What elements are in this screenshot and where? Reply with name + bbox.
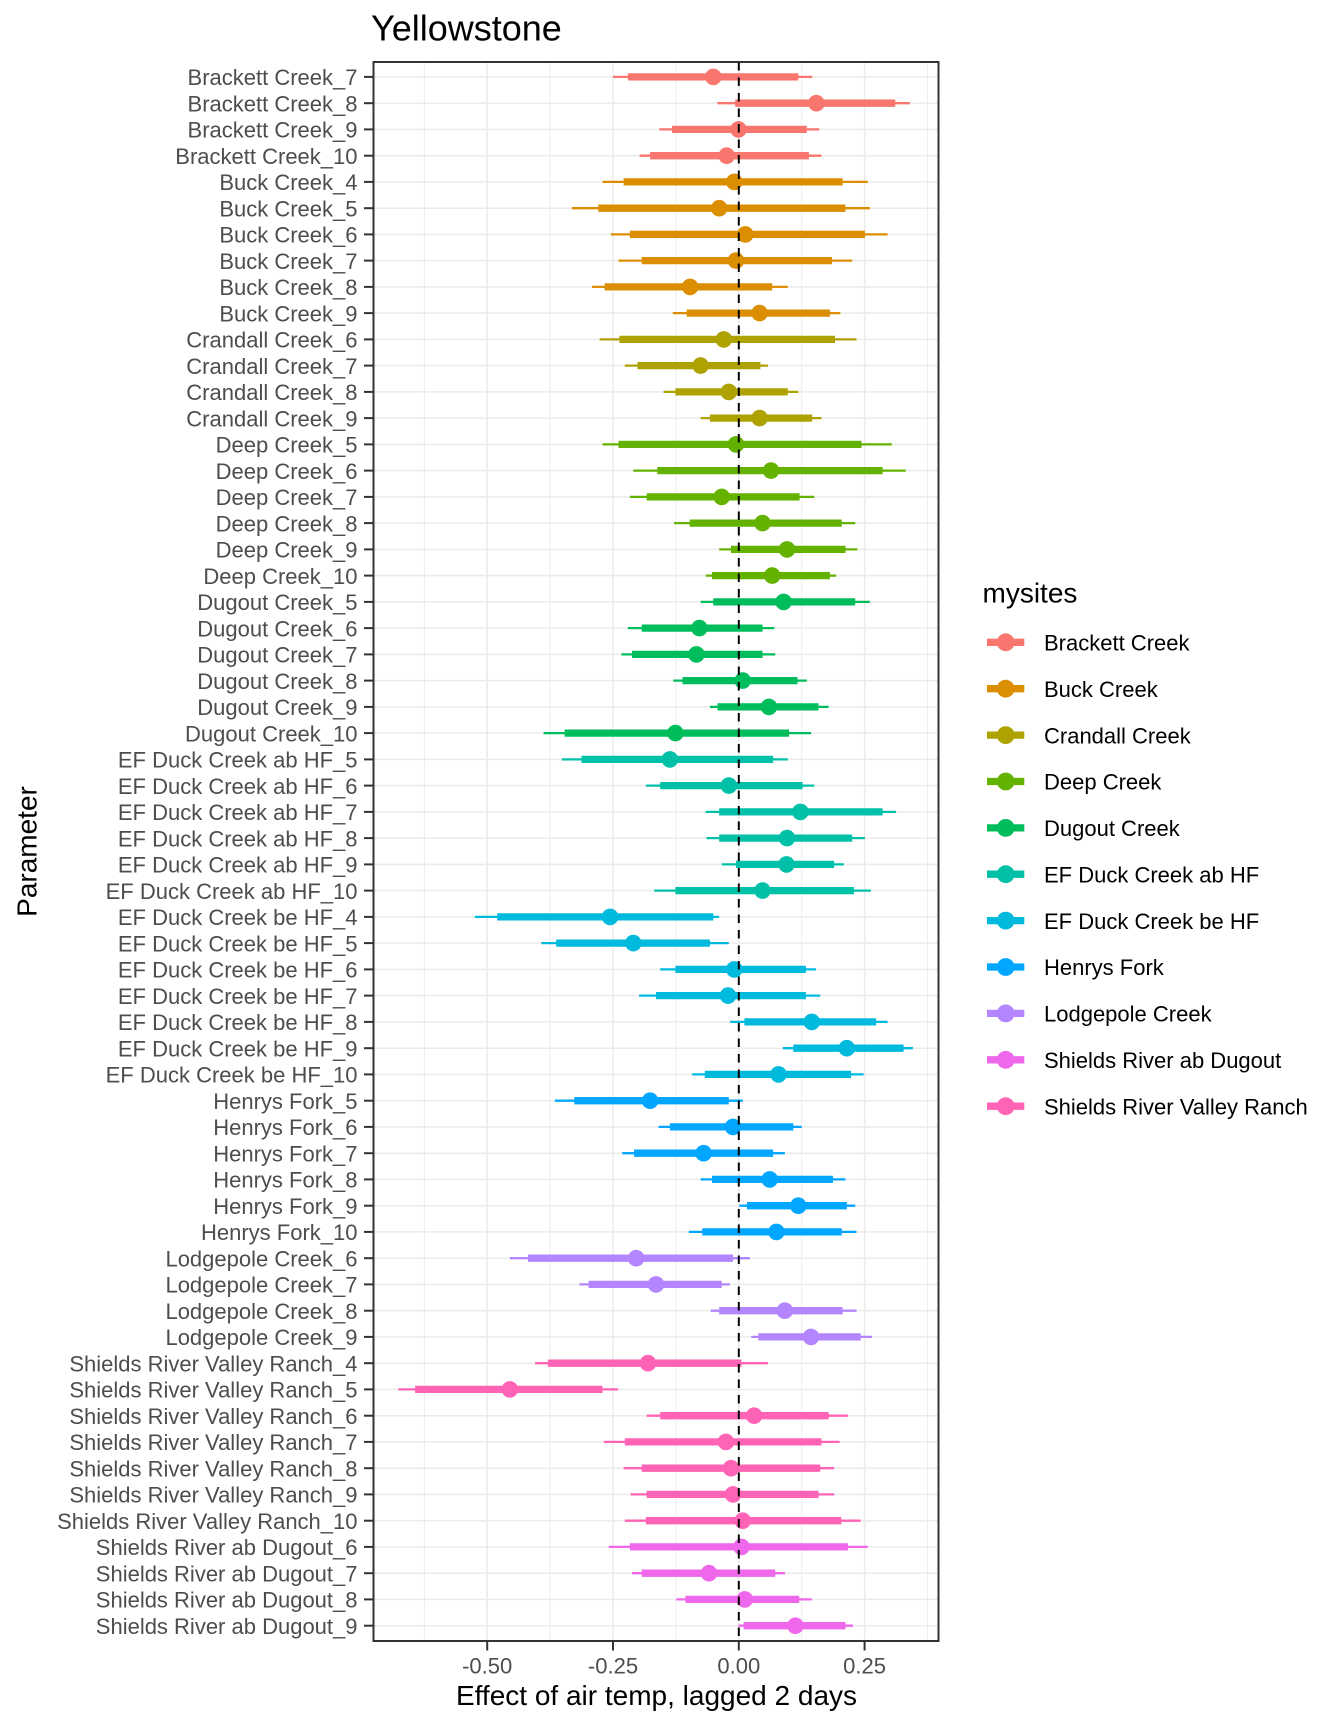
svg-text:Dugout Creek_10: Dugout Creek_10 <box>185 721 357 746</box>
svg-text:Crandall Creek_9: Crandall Creek_9 <box>186 406 357 431</box>
svg-text:Dugout Creek_7: Dugout Creek_7 <box>197 643 357 668</box>
svg-text:EF Duck Creek ab HF_7: EF Duck Creek ab HF_7 <box>118 800 358 825</box>
svg-text:Crandall Creek: Crandall Creek <box>1044 723 1192 748</box>
svg-text:Brackett Creek_8: Brackett Creek_8 <box>188 91 358 116</box>
svg-text:EF Duck Creek ab HF: EF Duck Creek ab HF <box>1044 863 1259 888</box>
svg-text:EF Duck Creek be HF_9: EF Duck Creek be HF_9 <box>118 1036 358 1061</box>
svg-text:0.25: 0.25 <box>843 1654 886 1679</box>
svg-text:Henrys Fork_9: Henrys Fork_9 <box>213 1194 357 1219</box>
svg-text:Crandall Creek_8: Crandall Creek_8 <box>186 380 357 405</box>
svg-text:Buck Creek_7: Buck Creek_7 <box>219 249 357 274</box>
svg-text:EF Duck Creek be HF_10: EF Duck Creek be HF_10 <box>106 1063 358 1088</box>
svg-text:-0.50: -0.50 <box>462 1654 512 1679</box>
svg-text:EF Duck Creek be HF: EF Duck Creek be HF <box>1044 909 1259 934</box>
svg-text:Deep Creek_10: Deep Creek_10 <box>203 564 357 589</box>
svg-text:EF Duck Creek be HF_7: EF Duck Creek be HF_7 <box>118 984 358 1009</box>
svg-text:Shields River Valley Ranch: Shields River Valley Ranch <box>1044 1094 1308 1119</box>
svg-text:Shields River Valley Ranch_6: Shields River Valley Ranch_6 <box>69 1404 357 1429</box>
svg-text:Crandall Creek_7: Crandall Creek_7 <box>186 354 357 379</box>
svg-text:Shields River Valley Ranch_8: Shields River Valley Ranch_8 <box>69 1456 357 1481</box>
svg-text:Crandall Creek_6: Crandall Creek_6 <box>186 328 357 353</box>
svg-text:EF Duck Creek be HF_6: EF Duck Creek be HF_6 <box>118 958 358 983</box>
svg-text:Brackett Creek_7: Brackett Creek_7 <box>188 65 358 90</box>
svg-text:Henrys Fork_10: Henrys Fork_10 <box>201 1220 358 1245</box>
svg-text:Lodgepole Creek_9: Lodgepole Creek_9 <box>165 1325 357 1350</box>
svg-text:Buck Creek: Buck Creek <box>1044 677 1159 702</box>
svg-text:Brackett Creek_9: Brackett Creek_9 <box>188 118 358 143</box>
svg-text:EF Duck Creek be HF_4: EF Duck Creek be HF_4 <box>118 905 358 930</box>
svg-text:Deep Creek_8: Deep Creek_8 <box>216 511 358 536</box>
svg-text:Deep Creek_7: Deep Creek_7 <box>216 485 358 510</box>
svg-text:Shields River Valley Ranch_9: Shields River Valley Ranch_9 <box>69 1483 357 1508</box>
svg-text:EF Duck Creek ab HF_9: EF Duck Creek ab HF_9 <box>118 853 358 878</box>
svg-text:Lodgepole Creek_8: Lodgepole Creek_8 <box>165 1299 357 1324</box>
svg-text:Effect of air temp, lagged 2 d: Effect of air temp, lagged 2 days <box>456 1680 857 1711</box>
svg-text:0.00: 0.00 <box>717 1654 760 1679</box>
svg-text:Brackett Creek: Brackett Creek <box>1044 631 1190 656</box>
svg-text:Parameter: Parameter <box>12 786 43 917</box>
svg-text:Henrys Fork: Henrys Fork <box>1044 955 1165 980</box>
svg-text:Buck Creek_9: Buck Creek_9 <box>219 301 357 326</box>
svg-text:EF Duck Creek be HF_8: EF Duck Creek be HF_8 <box>118 1010 358 1035</box>
svg-text:Dugout Creek_5: Dugout Creek_5 <box>197 590 357 615</box>
svg-text:Lodgepole Creek_7: Lodgepole Creek_7 <box>165 1273 357 1298</box>
svg-text:Shields River Valley Ranch_10: Shields River Valley Ranch_10 <box>57 1509 357 1534</box>
svg-text:Yellowstone: Yellowstone <box>371 8 562 49</box>
svg-text:Brackett Creek_10: Brackett Creek_10 <box>175 144 357 169</box>
svg-text:Shields River Valley Ranch_7: Shields River Valley Ranch_7 <box>69 1430 357 1455</box>
svg-text:Buck Creek_8: Buck Creek_8 <box>219 275 357 300</box>
svg-text:Henrys Fork_7: Henrys Fork_7 <box>213 1141 357 1166</box>
svg-text:Deep Creek_6: Deep Creek_6 <box>216 459 358 484</box>
svg-text:EF Duck Creek be HF_5: EF Duck Creek be HF_5 <box>118 931 358 956</box>
svg-text:-0.25: -0.25 <box>588 1654 638 1679</box>
svg-text:Deep Creek: Deep Creek <box>1044 770 1162 795</box>
svg-text:Deep Creek_5: Deep Creek_5 <box>216 433 358 458</box>
svg-text:Dugout Creek_8: Dugout Creek_8 <box>197 669 357 694</box>
svg-text:Shields River Valley Ranch_4: Shields River Valley Ranch_4 <box>69 1351 357 1376</box>
svg-text:Buck Creek_6: Buck Creek_6 <box>219 223 357 248</box>
svg-text:Henrys Fork_5: Henrys Fork_5 <box>213 1089 357 1114</box>
svg-text:Shields River ab Dugout_6: Shields River ab Dugout_6 <box>96 1535 358 1560</box>
svg-text:Shields River Valley Ranch_5: Shields River Valley Ranch_5 <box>69 1378 357 1403</box>
svg-text:Henrys Fork_8: Henrys Fork_8 <box>213 1168 357 1193</box>
svg-text:Shields River ab Dugout_9: Shields River ab Dugout_9 <box>96 1614 358 1639</box>
svg-text:Lodgepole Creek: Lodgepole Creek <box>1044 1002 1213 1027</box>
svg-text:EF Duck Creek ab HF_10: EF Duck Creek ab HF_10 <box>106 879 358 904</box>
svg-text:Dugout Creek_6: Dugout Creek_6 <box>197 616 357 641</box>
svg-text:mysites: mysites <box>983 578 1078 609</box>
svg-text:Buck Creek_5: Buck Creek_5 <box>219 196 357 221</box>
svg-text:EF Duck Creek ab HF_8: EF Duck Creek ab HF_8 <box>118 826 358 851</box>
svg-text:Shields River ab Dugout: Shields River ab Dugout <box>1044 1048 1281 1073</box>
svg-text:Buck Creek_4: Buck Creek_4 <box>219 170 357 195</box>
svg-text:Deep Creek_9: Deep Creek_9 <box>216 538 358 563</box>
svg-text:EF Duck Creek ab HF_6: EF Duck Creek ab HF_6 <box>118 774 358 799</box>
svg-text:EF Duck Creek ab HF_5: EF Duck Creek ab HF_5 <box>118 748 358 773</box>
svg-text:Dugout Creek: Dugout Creek <box>1044 816 1181 841</box>
svg-text:Shields River ab Dugout_8: Shields River ab Dugout_8 <box>96 1588 358 1613</box>
svg-text:Henrys Fork_6: Henrys Fork_6 <box>213 1115 357 1140</box>
svg-text:Shields River ab Dugout_7: Shields River ab Dugout_7 <box>96 1561 358 1586</box>
svg-text:Dugout Creek_9: Dugout Creek_9 <box>197 695 357 720</box>
svg-text:Lodgepole Creek_6: Lodgepole Creek_6 <box>165 1246 357 1271</box>
